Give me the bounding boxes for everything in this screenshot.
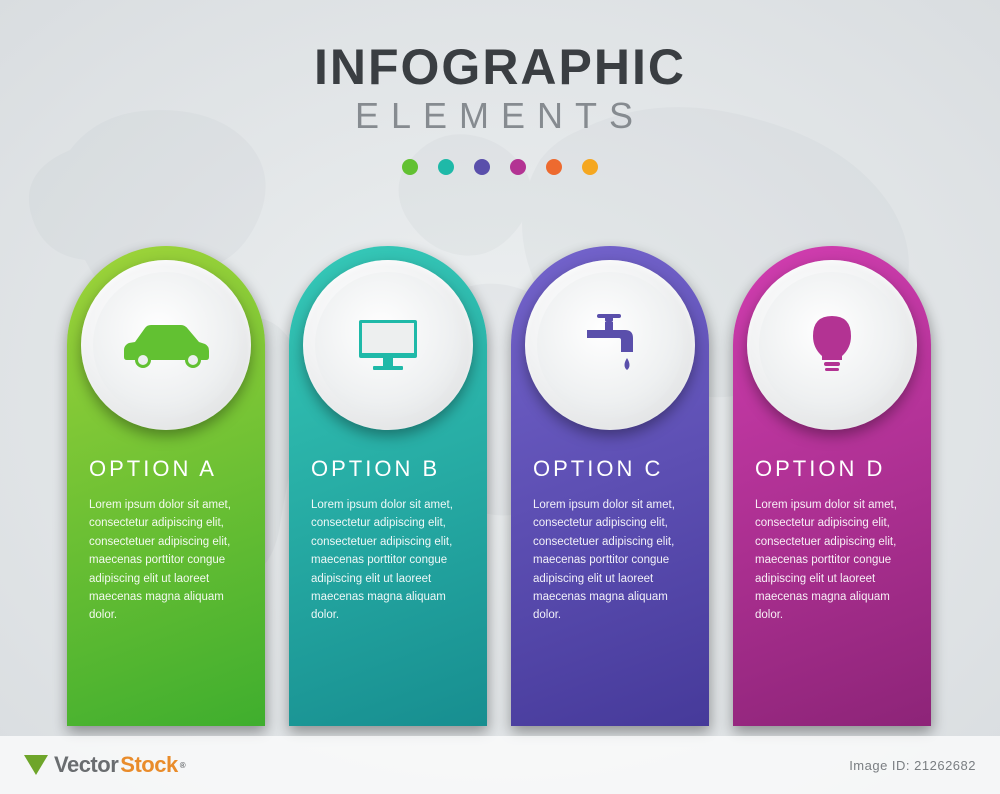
- pillars-row: OPTION A Lorem ipsum dolor sit amet, cons…: [67, 246, 931, 726]
- brand-logo: VectorStock®: [24, 752, 186, 778]
- header: INFOGRAPHIC ELEMENTS: [0, 42, 1000, 175]
- option-body: Lorem ipsum dolor sit amet, consectetur …: [89, 496, 243, 625]
- legend-dot-1: [402, 159, 418, 175]
- pillar-option-d: OPTION D Lorem ipsum dolor sit amet, cons…: [733, 246, 931, 726]
- legend-dot-6: [582, 159, 598, 175]
- icon-circle: [525, 260, 695, 430]
- icon-circle: [747, 260, 917, 430]
- icon-circle-inner: [759, 272, 905, 418]
- faucet-icon: [575, 310, 645, 380]
- monitor-icon: [353, 310, 423, 380]
- legend-dot-2: [438, 159, 454, 175]
- title-line1: INFOGRAPHIC: [0, 42, 1000, 92]
- infographic-stage: INFOGRAPHIC ELEMENTS OPTION A Lorem ipsum…: [0, 0, 1000, 794]
- option-body: Lorem ipsum dolor sit amet, consectetur …: [311, 496, 465, 625]
- icon-circle-inner: [93, 272, 239, 418]
- icon-circle-inner: [537, 272, 683, 418]
- car-icon: [121, 320, 211, 370]
- icon-circle-inner: [315, 272, 461, 418]
- bulb-icon: [797, 310, 867, 380]
- brand-registered: ®: [180, 761, 186, 770]
- pillar-option-a: OPTION A Lorem ipsum dolor sit amet, cons…: [67, 246, 265, 726]
- option-body: Lorem ipsum dolor sit amet, consectetur …: [533, 496, 687, 625]
- option-title: OPTION A: [89, 456, 243, 482]
- legend-dot-4: [510, 159, 526, 175]
- option-title: OPTION C: [533, 456, 687, 482]
- pillar-option-c: OPTION C Lorem ipsum dolor sit amet, cons…: [511, 246, 709, 726]
- option-title: OPTION D: [755, 456, 909, 482]
- legend-dots: [0, 159, 1000, 175]
- footer-bar: VectorStock® Image ID: 21262682: [0, 736, 1000, 794]
- image-id-label: Image ID: 21262682: [849, 758, 976, 773]
- legend-dot-3: [474, 159, 490, 175]
- title-line2: ELEMENTS: [0, 94, 1000, 137]
- icon-circle: [81, 260, 251, 430]
- option-body: Lorem ipsum dolor sit amet, consectetur …: [755, 496, 909, 625]
- brand-word2: Stock: [120, 752, 177, 778]
- pillar-option-b: OPTION B Lorem ipsum dolor sit amet, cons…: [289, 246, 487, 726]
- brand-word1: Vector: [54, 752, 118, 778]
- brand-triangle-icon: [24, 755, 48, 775]
- option-title: OPTION B: [311, 456, 465, 482]
- legend-dot-5: [546, 159, 562, 175]
- icon-circle: [303, 260, 473, 430]
